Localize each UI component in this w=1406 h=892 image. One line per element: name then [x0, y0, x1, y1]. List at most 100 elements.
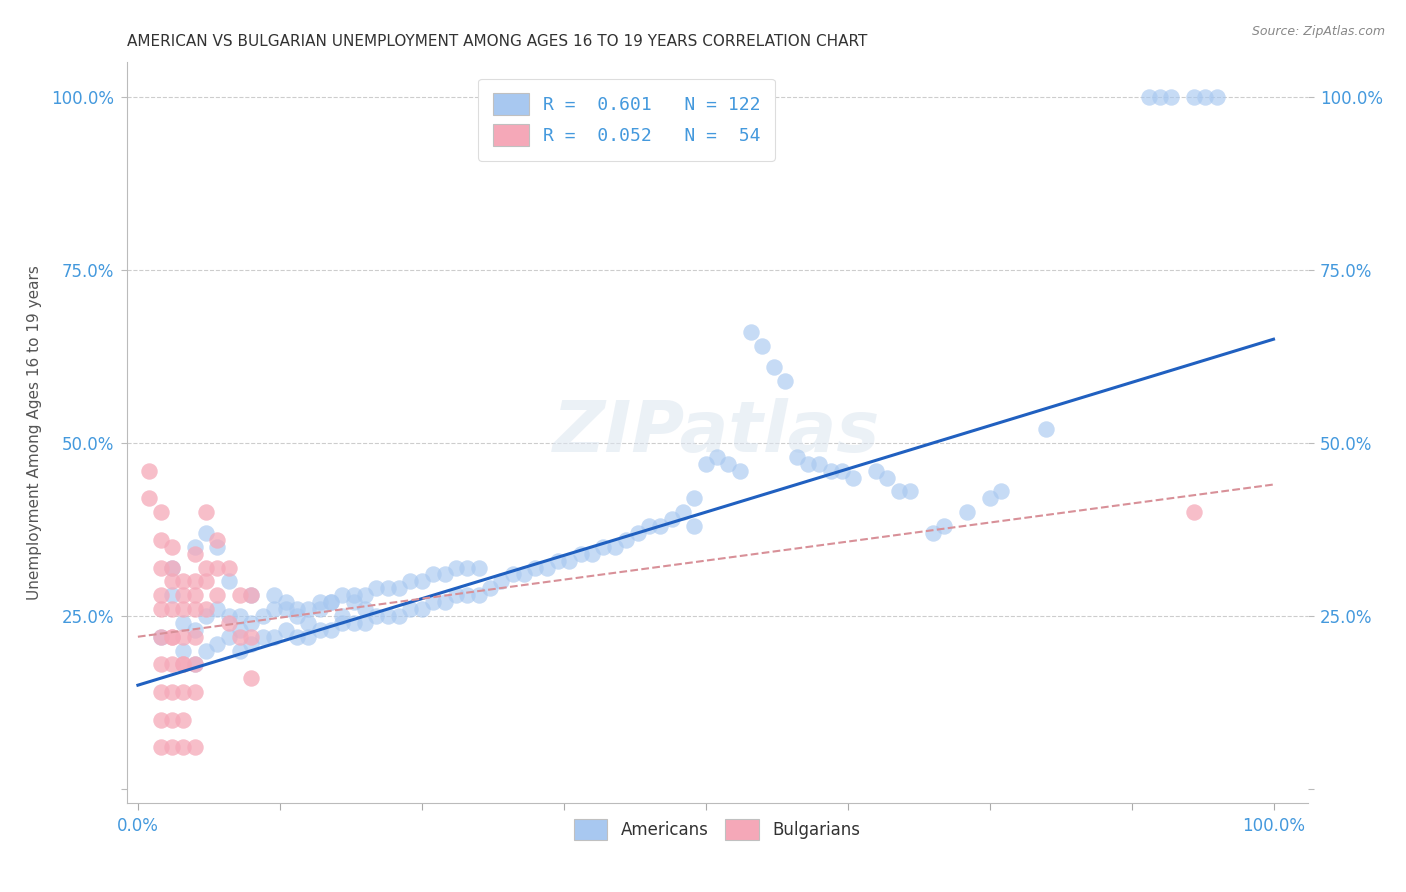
Point	[160, 560, 183, 574]
Point	[399, 574, 422, 589]
Point	[444, 560, 467, 574]
Point	[218, 560, 240, 574]
Point	[751, 339, 773, 353]
Point	[558, 554, 581, 568]
Point	[661, 512, 683, 526]
Point	[354, 615, 377, 630]
Legend: Americans, Bulgarians: Americans, Bulgarians	[568, 813, 866, 847]
Point	[411, 574, 433, 589]
Point	[160, 713, 183, 727]
Point	[672, 505, 695, 519]
Point	[172, 643, 194, 657]
Point	[149, 630, 172, 644]
Point	[399, 602, 422, 616]
Point	[160, 602, 183, 616]
Point	[207, 560, 229, 574]
Point	[478, 582, 501, 596]
Point	[876, 470, 898, 484]
Point	[172, 615, 194, 630]
Point	[683, 519, 706, 533]
Point	[138, 491, 160, 506]
Point	[172, 657, 194, 672]
Point	[183, 602, 205, 616]
Point	[229, 609, 252, 624]
Point	[195, 505, 218, 519]
Point	[433, 595, 456, 609]
Point	[263, 588, 285, 602]
Point	[319, 595, 342, 609]
Point	[183, 630, 205, 644]
Point	[762, 359, 785, 374]
Point	[422, 595, 444, 609]
Point	[887, 484, 910, 499]
Point	[160, 540, 183, 554]
Point	[366, 609, 388, 624]
Point	[138, 464, 160, 478]
Point	[728, 464, 751, 478]
Y-axis label: Unemployment Among Ages 16 to 19 years: Unemployment Among Ages 16 to 19 years	[27, 265, 42, 600]
Point	[149, 560, 172, 574]
Point	[160, 588, 183, 602]
Point	[898, 484, 921, 499]
Point	[638, 519, 661, 533]
Point	[569, 547, 592, 561]
Point	[160, 574, 183, 589]
Point	[1182, 90, 1205, 104]
Point	[308, 623, 330, 637]
Point	[183, 740, 205, 755]
Point	[285, 609, 308, 624]
Point	[149, 630, 172, 644]
Point	[308, 602, 330, 616]
Point	[183, 540, 205, 554]
Point	[354, 588, 377, 602]
Point	[513, 567, 536, 582]
Point	[172, 657, 194, 672]
Point	[183, 623, 205, 637]
Point	[921, 525, 943, 540]
Point	[183, 657, 205, 672]
Point	[229, 630, 252, 644]
Point	[1160, 90, 1182, 104]
Point	[683, 491, 706, 506]
Point	[773, 374, 796, 388]
Point	[330, 588, 353, 602]
Point	[240, 630, 263, 644]
Point	[786, 450, 808, 464]
Point	[979, 491, 1001, 506]
Point	[274, 623, 297, 637]
Point	[172, 574, 194, 589]
Point	[195, 574, 218, 589]
Point	[411, 602, 433, 616]
Point	[626, 525, 648, 540]
Text: ZIPatlas: ZIPatlas	[554, 398, 880, 467]
Point	[536, 560, 558, 574]
Point	[240, 615, 263, 630]
Point	[377, 582, 399, 596]
Point	[149, 533, 172, 547]
Text: AMERICAN VS BULGARIAN UNEMPLOYMENT AMONG AGES 16 TO 19 YEARS CORRELATION CHART: AMERICAN VS BULGARIAN UNEMPLOYMENT AMONG…	[127, 34, 868, 49]
Point	[330, 609, 353, 624]
Point	[263, 602, 285, 616]
Point	[343, 615, 366, 630]
Point	[388, 582, 411, 596]
Point	[160, 630, 183, 644]
Point	[842, 470, 865, 484]
Point	[433, 567, 456, 582]
Point	[377, 609, 399, 624]
Point	[456, 560, 478, 574]
Point	[172, 740, 194, 755]
Point	[252, 630, 274, 644]
Point	[547, 554, 569, 568]
Point	[706, 450, 728, 464]
Point	[990, 484, 1012, 499]
Point	[240, 588, 263, 602]
Point	[1194, 90, 1216, 104]
Point	[592, 540, 614, 554]
Point	[149, 685, 172, 699]
Point	[865, 464, 887, 478]
Point	[240, 588, 263, 602]
Point	[229, 623, 252, 637]
Point	[207, 602, 229, 616]
Point	[274, 602, 297, 616]
Point	[149, 505, 172, 519]
